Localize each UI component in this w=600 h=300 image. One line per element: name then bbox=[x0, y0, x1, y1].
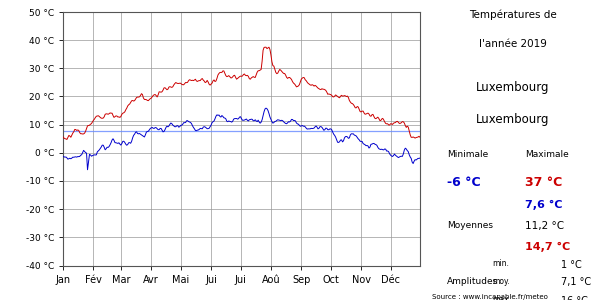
Text: Moyennes: Moyennes bbox=[447, 220, 493, 230]
Text: Source : www.incapable.fr/meteo: Source : www.incapable.fr/meteo bbox=[432, 294, 548, 300]
Text: min.: min. bbox=[492, 260, 509, 268]
Text: Maximale: Maximale bbox=[525, 150, 569, 159]
Text: 37 °C: 37 °C bbox=[525, 176, 562, 188]
Text: Minimale: Minimale bbox=[447, 150, 488, 159]
Text: Luxembourg: Luxembourg bbox=[476, 81, 550, 94]
Text: Luxembourg: Luxembourg bbox=[476, 112, 550, 125]
Text: 16 °C: 16 °C bbox=[561, 296, 588, 300]
Text: Températures de: Températures de bbox=[469, 9, 557, 20]
Text: max.: max. bbox=[492, 296, 511, 300]
Text: moy.: moy. bbox=[492, 278, 510, 286]
Text: 11,2 °C: 11,2 °C bbox=[525, 220, 564, 230]
Text: -6 °C: -6 °C bbox=[447, 176, 481, 188]
Text: l'année 2019: l'année 2019 bbox=[479, 39, 547, 49]
Text: 7,1 °C: 7,1 °C bbox=[561, 278, 591, 287]
Text: 1 °C: 1 °C bbox=[561, 260, 582, 269]
Text: 14,7 °C: 14,7 °C bbox=[525, 242, 570, 252]
Text: Amplitudes: Amplitudes bbox=[447, 278, 498, 286]
Text: 7,6 °C: 7,6 °C bbox=[525, 200, 563, 210]
